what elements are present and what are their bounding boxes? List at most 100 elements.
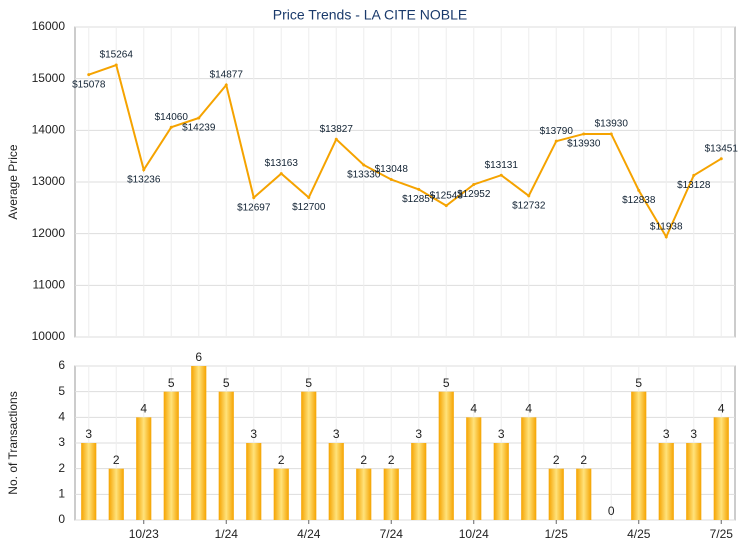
value-label: 5 [305,376,312,390]
x-tick-label: 1/24 [215,527,239,541]
value-label: $12857 [402,194,436,205]
value-label: $13236 [127,174,161,185]
bar [163,391,179,520]
bar [301,391,317,520]
value-label: 2 [360,453,367,467]
value-label: $14877 [210,70,244,81]
value-label: $12543 [430,190,464,201]
value-label: 2 [113,453,120,467]
point [637,188,641,192]
y-axis-label: No. of Transactions [6,391,20,494]
value-label: 5 [443,376,450,390]
y-tick-label: 3 [58,435,65,449]
bar [246,443,262,520]
point [444,204,448,208]
y-tick-label: 12000 [32,226,66,240]
y-tick-label: 5 [58,384,65,398]
value-label: 3 [415,427,422,441]
value-label: $13790 [540,126,574,137]
value-label: $13048 [375,164,409,175]
point [582,132,586,136]
point [472,182,476,186]
bar [411,443,427,520]
value-label: $13163 [265,158,299,169]
bar [521,417,537,520]
value-label: 3 [690,427,697,441]
y-tick-label: 11000 [33,278,66,292]
x-tick-label: 10/24 [459,527,489,541]
point [169,125,173,129]
bar [686,443,702,520]
bar [108,468,124,520]
bar [81,443,97,520]
value-label: $11938 [650,222,683,233]
y-tick-label: 14000 [32,123,66,137]
value-label: 5 [223,376,230,390]
x-tick-label: 7/24 [380,527,404,541]
value-label: 2 [278,453,285,467]
point [389,178,393,182]
price-line [88,63,722,240]
point [224,83,228,87]
value-label: 4 [140,402,147,416]
value-label: $13930 [595,119,629,130]
value-label: $13930 [567,139,601,150]
value-label: 2 [553,453,560,467]
value-label: 5 [168,376,175,390]
point [307,196,311,199]
point [142,168,146,172]
value-label: $12838 [622,195,656,206]
y-tick-label: 15000 [32,71,66,85]
x-tick-label: 4/24 [297,527,321,541]
x-tick-label: 4/25 [627,527,651,541]
bar [576,468,592,520]
x-tick-label: 1/25 [545,527,569,541]
point [197,116,201,120]
value-label: 4 [525,402,532,416]
y-tick-label: 0 [58,512,65,526]
value-label: 5 [635,376,642,390]
value-label: 4 [718,402,725,416]
y-axis-label: Average Price [6,144,20,219]
bar [191,366,207,520]
value-label: 6 [195,350,202,364]
bar [383,468,399,520]
value-label: $12952 [457,189,491,200]
point [692,173,696,177]
value-label: 3 [85,427,92,441]
value-label: $12697 [237,202,271,213]
value-label: $14239 [182,123,216,134]
value-label: 3 [498,427,505,441]
chart-title: Price Trends - LA CITE NOBLE [273,7,468,23]
point [719,157,723,161]
value-label: $13330 [347,170,381,181]
bar [438,391,454,520]
value-label: $15078 [72,79,106,90]
bar [218,391,234,520]
point [362,163,366,167]
value-label: $13827 [320,124,354,135]
point [279,172,283,176]
x-tick-label: 7/25 [710,527,734,541]
x-tick-label: 10/23 [129,527,159,541]
point [114,63,118,67]
value-label: 3 [250,427,257,441]
bar [658,443,674,520]
bar [136,417,152,520]
value-label: 4 [470,402,477,416]
y-tick-label: 10000 [32,329,66,343]
y-tick-label: 6 [58,358,65,372]
value-label: $13451 [705,143,739,154]
y-tick-label: 13000 [32,174,66,188]
bar [273,468,289,520]
y-tick-label: 4 [58,410,65,424]
value-label: $12732 [512,200,546,211]
y-tick-label: 2 [58,461,65,475]
value-label: 2 [388,453,395,467]
bar [328,443,344,520]
value-label: 3 [663,427,670,441]
bar [466,417,482,520]
bar [631,391,647,520]
point [527,194,531,198]
